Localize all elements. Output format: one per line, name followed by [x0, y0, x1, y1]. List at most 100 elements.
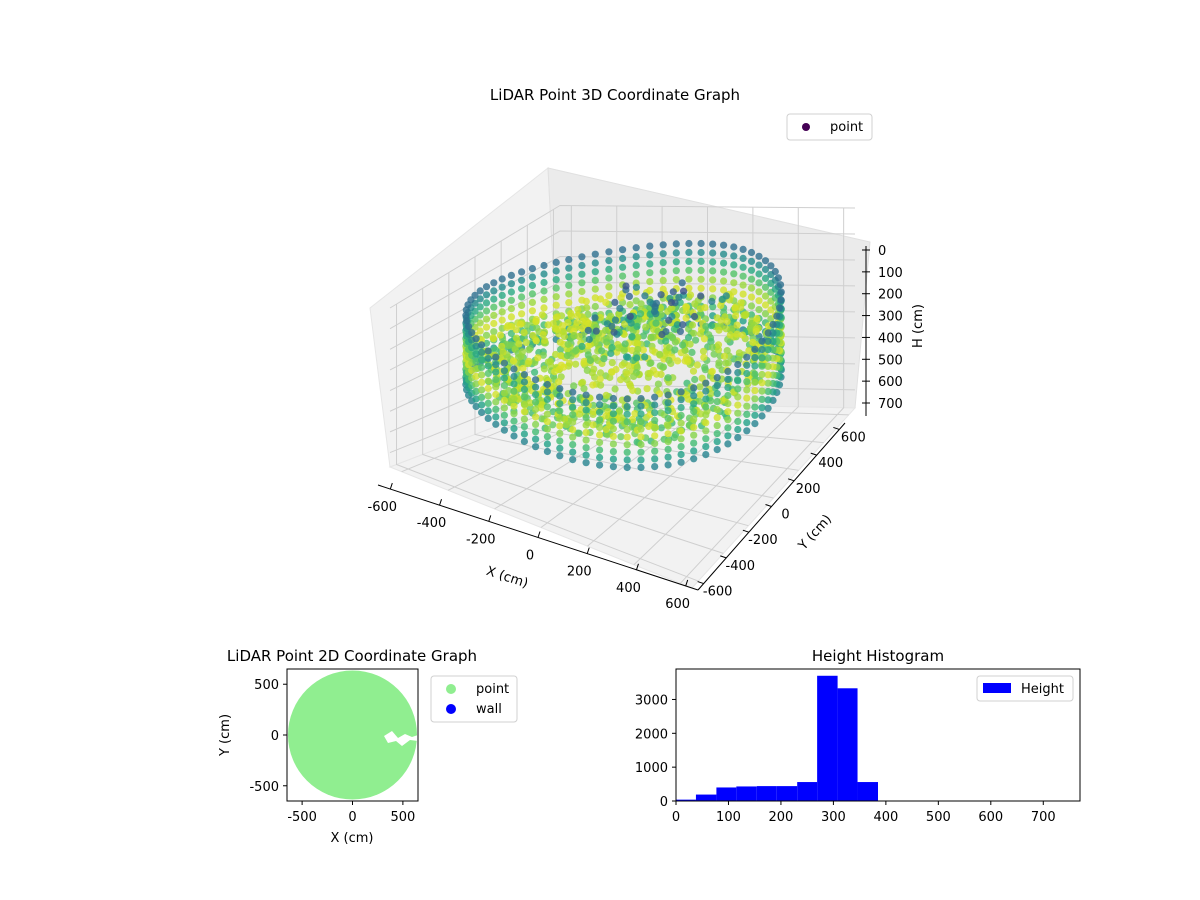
z-tick-3d-label: 0 — [878, 244, 886, 259]
plot-frame-hist — [675, 668, 1081, 802]
scatter-3d-point — [510, 402, 518, 410]
scatter-3d-point — [702, 435, 710, 443]
scatter-3d-point — [713, 430, 721, 438]
scatter-3d-point — [659, 250, 667, 258]
scatter-3d-point — [500, 426, 508, 434]
x-ticks-hist: 0 100 200 300 400 500 600 700 — [672, 801, 1056, 825]
scatter-3d-point — [510, 432, 518, 440]
scatter-3d-point — [582, 414, 590, 422]
scatter-3d-point — [691, 375, 699, 384]
scatter-3d-point — [669, 288, 677, 296]
scatter-3d-point — [681, 346, 689, 355]
scatter-3d-point — [646, 278, 654, 286]
scatter-3d-point — [732, 312, 740, 320]
scatter-3d-point — [472, 357, 480, 365]
scatter-3d-point — [659, 259, 667, 267]
scatter-3d-point — [713, 398, 721, 406]
scatter-3d-point — [724, 432, 732, 440]
scatter-3d-point — [743, 386, 751, 394]
x-tick-2d-label: -500 — [287, 810, 317, 825]
scatter-3d-point — [565, 256, 573, 264]
scatter-3d-point — [510, 365, 518, 373]
x-tick-3d-label: 600 — [665, 597, 690, 612]
scatter-3d-point — [518, 276, 526, 284]
z-tick-3d-label: 700 — [878, 397, 903, 412]
scatter-3d-point — [734, 369, 742, 377]
histogram-bar — [676, 799, 696, 801]
scatter-3d-point — [730, 252, 738, 260]
scatter-3d-point — [505, 342, 513, 350]
scatter-3d-point — [490, 311, 498, 319]
x-tick-3d-mark — [537, 531, 541, 538]
legend-hist: Height — [976, 675, 1074, 702]
histogram-bar — [736, 786, 757, 801]
scatter-3d-point — [510, 424, 518, 433]
scatter-3d-point — [472, 335, 480, 343]
scatter-3d-point — [552, 350, 560, 359]
scatter-3d-point — [582, 436, 590, 444]
scatter-3d-point — [584, 326, 592, 334]
scatter-3d-point — [478, 371, 486, 379]
scatter-3d-point — [617, 433, 625, 441]
x-tick-2d-label: 500 — [390, 810, 415, 825]
scatter-3d-point — [555, 378, 563, 386]
scatter-3d-point — [520, 393, 529, 401]
scatter-3d-point — [764, 387, 772, 396]
scatter-3d-point — [484, 354, 492, 363]
scatter-3d-point — [690, 392, 698, 400]
grid-3d-y-line — [422, 288, 724, 554]
scatter-3d-point — [570, 331, 578, 340]
scatter-3d-point — [702, 443, 710, 451]
scatter-3d-point — [667, 298, 676, 307]
scatter-3d-point — [569, 441, 577, 449]
scatter-3d-point — [690, 400, 698, 408]
scatter-3d-point — [747, 257, 756, 265]
scatter-3d-point — [728, 325, 736, 333]
scatter-3d-point — [745, 347, 753, 355]
scatter-3d-point — [690, 384, 698, 392]
x-tick-3d-mark — [488, 515, 492, 522]
x-tick-hist-label: 700 — [1031, 810, 1056, 825]
scatter-3d-point — [700, 353, 708, 361]
scatter-3d-point — [573, 311, 582, 320]
scatter-3d-point — [510, 387, 518, 395]
scatter-3d-point — [751, 411, 759, 419]
scatter-3d-point — [709, 285, 717, 293]
scatter-3d-point — [713, 422, 721, 430]
scatter-3d-point — [734, 385, 742, 393]
scatter-3d-point — [578, 279, 586, 287]
scatter-3d-point — [552, 267, 560, 275]
scatter-3d-point — [462, 311, 470, 319]
scatter-3d-point — [692, 336, 700, 344]
scatter-3d-point — [689, 367, 698, 375]
scatter-3d-point — [532, 318, 540, 326]
scatter-3d-point — [478, 341, 486, 349]
scatter-3d-point — [582, 459, 590, 467]
scatter-3d-point — [639, 346, 648, 354]
scatter-3d-point — [543, 433, 552, 441]
scatter-3d-point — [761, 257, 770, 265]
chart-2d: LiDAR Point 2D Coordinate Graph -500 0 500… — [218, 647, 518, 846]
gap-2d — [384, 731, 418, 746]
scatter-3d-point — [714, 346, 723, 354]
z-tick-3d-label: 100 — [878, 266, 903, 281]
scatter-3d-point — [596, 401, 604, 409]
scatter-3d-point — [540, 278, 548, 287]
scatter-3d-point — [532, 398, 540, 406]
grid-3d-y-line — [448, 272, 749, 527]
x-tick-3d-label: 400 — [616, 581, 641, 596]
scatter-3d-point — [621, 340, 629, 348]
scatter-3d-point — [540, 287, 548, 295]
scatter-3d-point — [532, 435, 540, 443]
scatter-3d-point — [584, 310, 592, 318]
scatter-3d-point — [651, 447, 659, 455]
scatter-3d-point — [651, 439, 659, 448]
legend-2d-point-label: point — [476, 682, 509, 697]
scatter-3d-point — [491, 346, 499, 354]
scatter-3d-point — [543, 403, 552, 411]
scatter-3d-point — [637, 440, 645, 449]
scatter-3d-point — [518, 285, 526, 293]
scatter-3d-point — [646, 369, 654, 377]
scatter-3d-point — [520, 378, 529, 386]
scatter-3d-point — [758, 354, 766, 362]
